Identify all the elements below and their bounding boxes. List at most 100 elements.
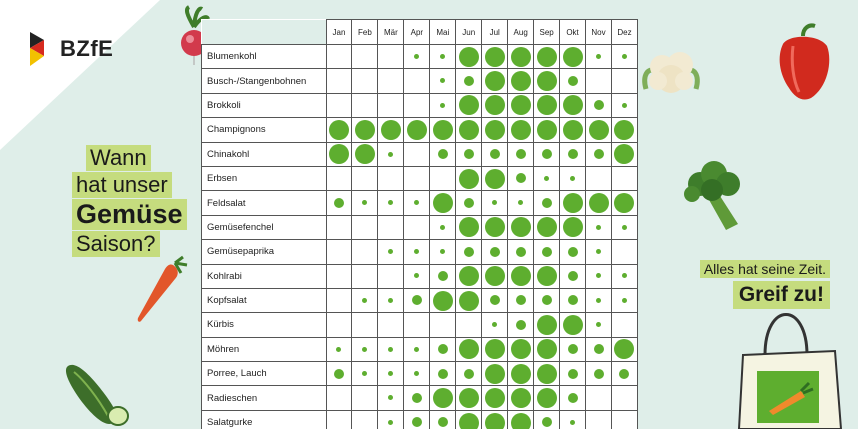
season-cell <box>585 287 612 314</box>
table-row: Blumenkohl <box>201 43 638 70</box>
season-dot-icon <box>362 371 368 377</box>
vegetable-name: Gemüsefenchel <box>201 214 327 241</box>
season-cell <box>325 68 353 94</box>
season-dot-icon <box>562 217 583 238</box>
cauliflower-illustration <box>642 52 700 93</box>
season-cell <box>481 385 509 411</box>
headline-line-4: Saison? <box>72 231 160 257</box>
season-dot-icon <box>432 119 453 140</box>
season-cell <box>481 68 509 94</box>
season-dot-icon <box>596 224 601 230</box>
header-white-panel <box>0 0 160 150</box>
season-dot-icon <box>489 149 500 160</box>
season-cell <box>455 336 483 363</box>
season-cell <box>533 409 561 429</box>
season-dot-icon <box>463 197 474 208</box>
season-cell <box>507 117 535 143</box>
season-cell <box>610 239 638 265</box>
season-cell <box>533 361 561 387</box>
table-row: Kopfsalat <box>201 287 638 314</box>
season-cell <box>559 263 587 289</box>
season-dot-icon <box>536 119 557 140</box>
season-cell <box>533 68 561 94</box>
season-cell <box>610 190 638 216</box>
season-cell <box>481 165 509 192</box>
logo-text: BZfE <box>60 36 114 61</box>
season-cell <box>610 141 638 167</box>
season-cell <box>325 361 353 387</box>
season-cell <box>455 214 483 241</box>
season-dot-icon <box>536 266 557 287</box>
season-cell <box>559 287 587 314</box>
season-dot-icon <box>567 270 578 281</box>
season-cell <box>403 336 431 363</box>
season-dot-icon <box>463 368 474 379</box>
season-dot-icon <box>567 149 578 160</box>
season-cell <box>455 409 483 429</box>
season-dot-icon <box>510 339 531 360</box>
table-row: Möhren <box>201 336 638 363</box>
vegetable-name: Brokkoli <box>201 92 327 119</box>
season-cell <box>377 263 405 289</box>
season-cell <box>610 336 638 363</box>
season-cell <box>351 190 379 216</box>
season-cell <box>507 68 535 94</box>
season-cell <box>533 214 561 241</box>
season-cell <box>325 385 353 411</box>
season-dot-icon <box>432 193 453 214</box>
season-dot-icon <box>362 297 368 303</box>
season-cell <box>325 409 353 429</box>
season-cell <box>455 385 483 411</box>
season-dot-icon <box>515 319 526 330</box>
season-cell <box>429 361 457 387</box>
season-cell <box>351 361 379 387</box>
season-cell <box>507 409 535 429</box>
season-dot-icon <box>440 249 446 255</box>
season-cell <box>429 336 457 363</box>
season-dot-icon <box>518 200 524 206</box>
vegetable-name: Salatgurke <box>201 409 327 429</box>
season-cell <box>325 141 353 167</box>
vegetable-name: Kopfsalat <box>201 287 327 314</box>
season-dot-icon <box>536 71 557 92</box>
vegetable-name: Möhren <box>201 336 327 363</box>
headline: Wann hat unser Gemüse Saison? <box>72 145 187 258</box>
season-cell <box>403 43 431 70</box>
season-cell <box>507 385 535 411</box>
season-cell <box>610 385 638 411</box>
season-dot-icon <box>440 102 446 108</box>
season-cell <box>455 361 483 387</box>
season-cell <box>429 68 457 94</box>
season-dot-icon <box>614 193 635 214</box>
season-cell <box>429 92 457 119</box>
season-cell <box>351 385 379 411</box>
season-dot-icon <box>614 119 635 140</box>
bzfe-logo[interactable]: BZfE <box>30 32 113 66</box>
season-cell <box>455 117 483 143</box>
season-dot-icon <box>536 95 557 116</box>
season-cell <box>351 165 379 192</box>
month-header: Dez <box>610 19 638 45</box>
season-cell <box>559 165 587 192</box>
table-row: Kohlrabi <box>201 263 638 289</box>
season-dot-icon <box>458 168 479 189</box>
season-cell <box>429 287 457 314</box>
season-cell <box>403 409 431 429</box>
season-cell <box>507 190 535 216</box>
season-dot-icon <box>544 175 550 181</box>
season-cell <box>455 239 483 265</box>
cucumber-illustration <box>65 364 129 426</box>
season-cell <box>403 190 431 216</box>
season-cell <box>481 361 509 387</box>
season-cell <box>533 43 561 70</box>
season-cell <box>585 68 612 94</box>
season-dot-icon <box>621 53 627 59</box>
season-dot-icon <box>458 290 479 311</box>
season-cell <box>559 239 587 265</box>
season-dot-icon <box>354 144 375 165</box>
vegetable-name: Porree, Lauch <box>201 361 327 387</box>
table-row: Brokkoli <box>201 92 638 119</box>
vegetable-name: Erbsen <box>201 165 327 192</box>
season-cell <box>507 92 535 119</box>
season-dot-icon <box>536 217 557 238</box>
